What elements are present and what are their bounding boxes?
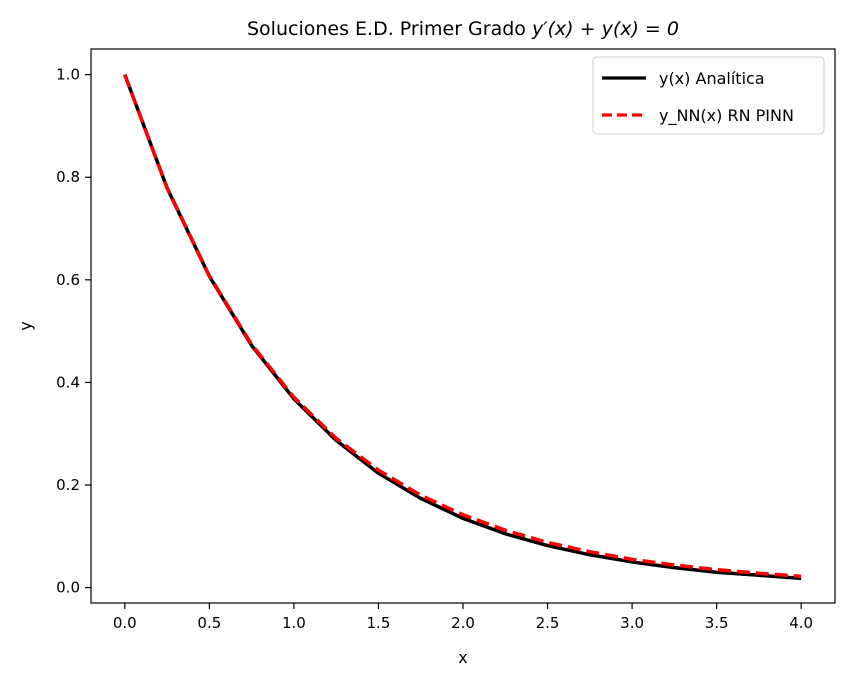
y-tick-label: 0.8 [56, 168, 80, 186]
x-tick-label: 4.0 [789, 614, 813, 632]
x-tick-label: 3.0 [620, 614, 644, 632]
y-tick-label: 0.0 [56, 579, 80, 597]
chart-title-math: y′(x) + y(x) = 0 [531, 18, 679, 40]
legend-box [592, 56, 825, 135]
y-tick-label: 0.6 [56, 271, 80, 289]
legend: y(x) Analítica y_NN(x) RN PINN [592, 56, 825, 135]
x-tick-label: 1.0 [282, 614, 306, 632]
chart-title: Soluciones E.D. Primer Grado y′(x) + y(x… [247, 18, 679, 40]
chart-title-prefix: Soluciones E.D. Primer Grado [247, 18, 532, 40]
x-axis-ticks: 0.0 0.5 1.0 1.5 2.0 2.5 3.0 3.5 4.0 [113, 603, 813, 632]
legend-label-pinn: y_NN(x) RN PINN [659, 106, 794, 126]
y-tick-label: 0.4 [56, 373, 80, 391]
series-line-pinn [123, 74, 802, 579]
x-axis-label: x [458, 648, 467, 667]
x-tick-label: 1.5 [367, 614, 391, 632]
series-layer [123, 74, 802, 581]
x-tick-label: 2.0 [451, 614, 475, 632]
x-tick-label: 0.0 [113, 614, 137, 632]
y-tick-label: 1.0 [56, 66, 80, 84]
x-tick-label: 0.5 [197, 614, 221, 632]
y-axis-ticks: 0.0 0.2 0.4 0.6 0.8 1.0 [56, 66, 91, 597]
x-tick-label: 2.5 [536, 614, 560, 632]
legend-label-analytic: y(x) Analítica [659, 69, 765, 88]
x-tick-label: 3.5 [705, 614, 729, 632]
y-tick-label: 0.2 [56, 476, 80, 494]
y-axis-label: y [16, 321, 35, 330]
